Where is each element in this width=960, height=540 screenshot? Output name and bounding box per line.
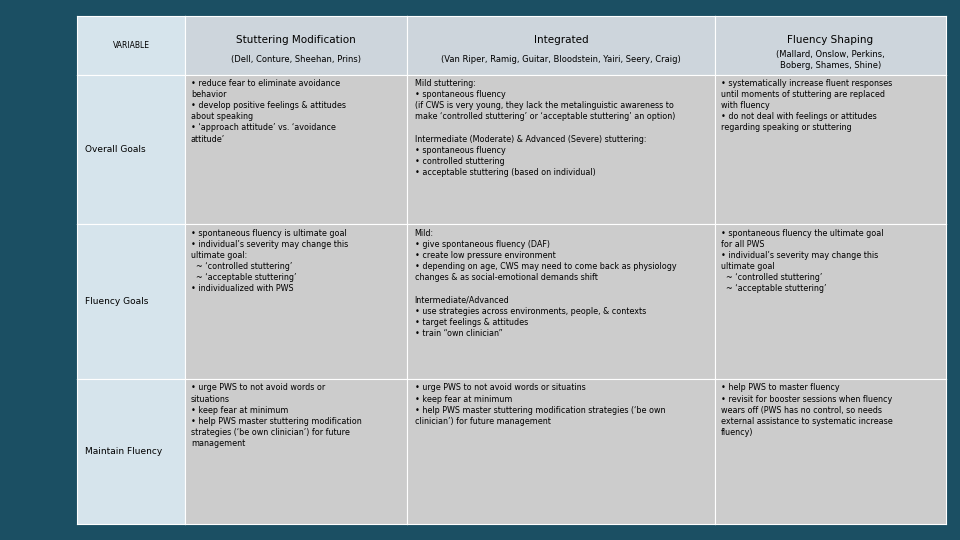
- Text: • spontaneous fluency the ultimate goal
for all PWS
• individual’s severity may : • spontaneous fluency the ultimate goal …: [721, 229, 883, 293]
- Text: • urge PWS to not avoid words or situatins
• keep fear at minimum
• help PWS mas: • urge PWS to not avoid words or situati…: [415, 383, 665, 426]
- Text: (Mallard, Onslow, Perkins,
Boberg, Shames, Shine): (Mallard, Onslow, Perkins, Boberg, Shame…: [776, 50, 885, 70]
- Text: Integrated: Integrated: [534, 35, 588, 44]
- Text: • reduce fear to eliminate avoidance
behavior
• develop positive feelings & atti: • reduce fear to eliminate avoidance beh…: [191, 79, 346, 144]
- Text: (Van Riper, Ramig, Guitar, Bloodstein, Yairi, Seery, Craig): (Van Riper, Ramig, Guitar, Bloodstein, Y…: [442, 56, 681, 64]
- Text: Fluency Shaping: Fluency Shaping: [787, 35, 874, 44]
- Text: Mild:
• give spontaneous fluency (DAF)
• create low pressure environment
• depen: Mild: • give spontaneous fluency (DAF) •…: [415, 229, 676, 338]
- Text: • spontaneous fluency is ultimate goal
• individual’s severity may change this
u: • spontaneous fluency is ultimate goal •…: [191, 229, 348, 293]
- Text: • help PWS to master fluency
• revisit for booster sessions when fluency
wears o: • help PWS to master fluency • revisit f…: [721, 383, 893, 437]
- Text: VARIABLE: VARIABLE: [112, 41, 150, 50]
- Text: • systematically increase fluent responses
until moments of stuttering are repla: • systematically increase fluent respons…: [721, 79, 893, 132]
- Text: • urge PWS to not avoid words or
situations
• keep fear at minimum
• help PWS ma: • urge PWS to not avoid words or situati…: [191, 383, 362, 448]
- Text: Stuttering Modification: Stuttering Modification: [236, 35, 356, 44]
- Text: (Dell, Conture, Sheehan, Prins): (Dell, Conture, Sheehan, Prins): [231, 56, 361, 64]
- Text: Mild stuttering:
• spontaneous fluency
(if CWS is very young, they lack the meta: Mild stuttering: • spontaneous fluency (…: [415, 79, 675, 177]
- Text: Fluency Goals: Fluency Goals: [85, 297, 149, 306]
- Text: Maintain Fluency: Maintain Fluency: [85, 447, 163, 456]
- Text: Overall Goals: Overall Goals: [85, 145, 146, 154]
